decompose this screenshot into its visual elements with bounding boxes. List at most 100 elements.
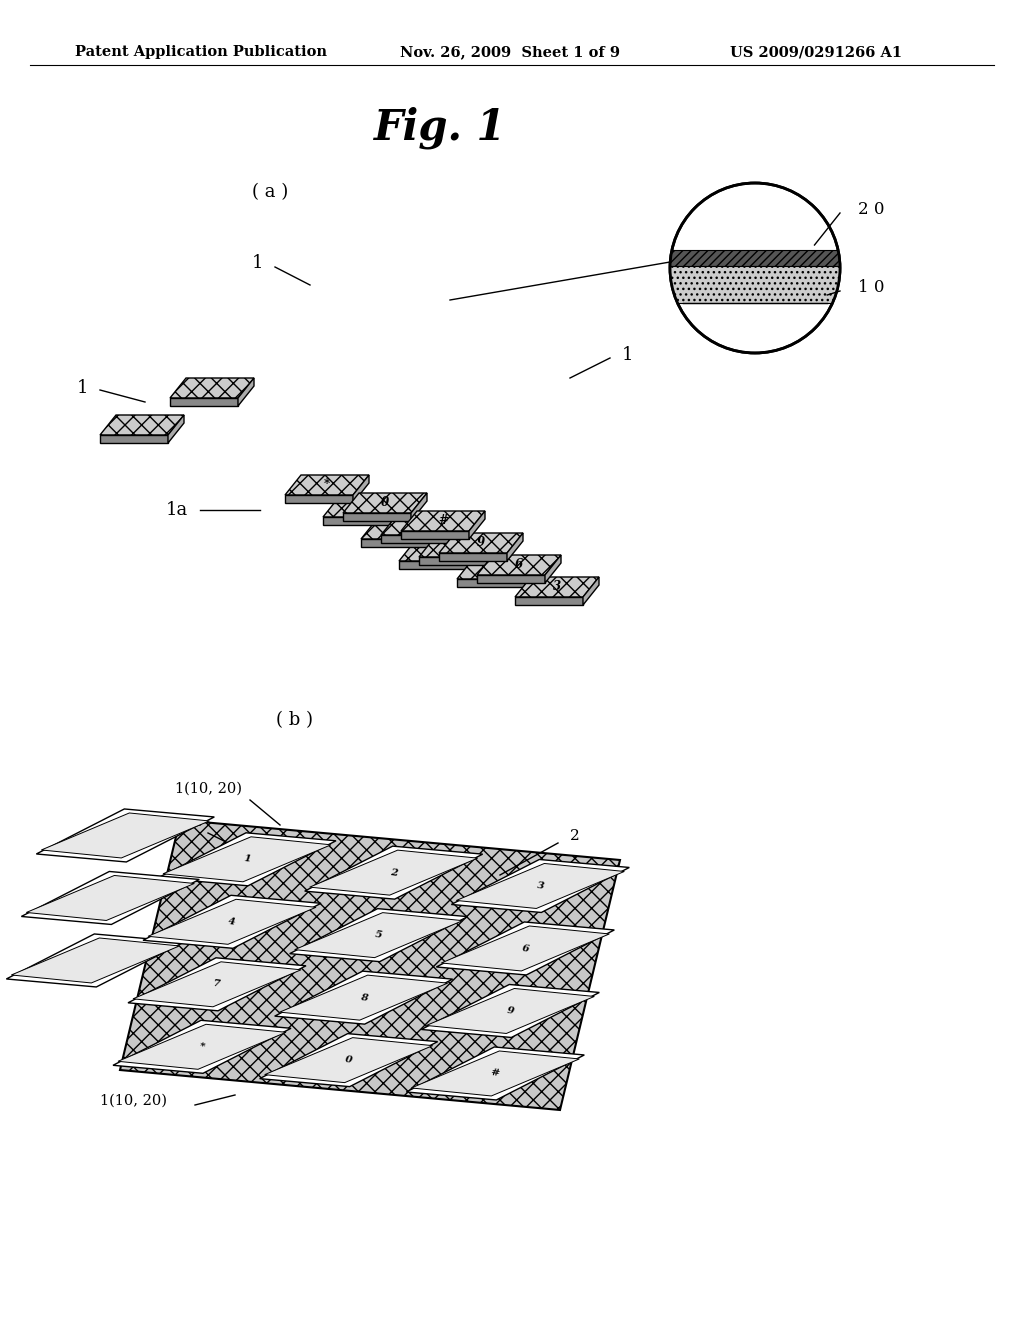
Text: #: # [490,1068,500,1078]
Text: 1(10, 20): 1(10, 20) [100,1094,167,1107]
Polygon shape [452,859,630,912]
Text: 1: 1 [437,544,445,557]
Polygon shape [285,475,369,495]
Text: 1(10, 20): 1(10, 20) [175,781,242,796]
Text: 5: 5 [375,931,383,940]
Polygon shape [36,809,214,862]
Polygon shape [467,541,483,569]
Polygon shape [419,557,487,565]
Text: #: # [438,515,447,528]
Polygon shape [170,399,238,407]
Text: ( b ): ( b ) [276,711,313,729]
Text: Fig. 1: Fig. 1 [374,107,506,149]
Polygon shape [411,492,427,521]
Text: Patent Application Publication: Patent Application Publication [75,45,327,59]
Text: 0: 0 [345,1055,352,1065]
Text: 1 0: 1 0 [858,280,885,297]
Text: 1a: 1a [166,502,188,519]
Polygon shape [238,378,254,407]
Polygon shape [381,535,449,543]
Polygon shape [449,515,465,543]
Text: 2: 2 [389,867,397,878]
Polygon shape [399,541,483,561]
Polygon shape [477,576,545,583]
Polygon shape [158,833,336,886]
Polygon shape [264,1038,433,1082]
Polygon shape [381,515,465,535]
Text: 5: 5 [457,540,465,553]
Polygon shape [401,511,485,531]
Polygon shape [407,1047,585,1100]
Polygon shape [27,875,195,920]
Polygon shape [525,558,541,587]
Polygon shape [441,925,609,972]
Polygon shape [128,958,306,1011]
Text: 8: 8 [359,993,368,1002]
Polygon shape [361,519,445,539]
Polygon shape [41,813,209,858]
Polygon shape [457,579,525,587]
Polygon shape [469,511,485,539]
Polygon shape [515,577,599,597]
Text: 0: 0 [381,496,389,510]
Polygon shape [118,1024,286,1069]
Text: 2 0: 2 0 [858,202,885,219]
Polygon shape [309,850,477,895]
Polygon shape [429,519,445,546]
Text: 1: 1 [77,379,88,397]
Polygon shape [295,912,463,957]
Polygon shape [148,899,316,944]
Polygon shape [412,1051,580,1096]
Text: 20: 20 [185,814,204,829]
Polygon shape [545,554,561,583]
Polygon shape [361,539,429,546]
Text: 2: 2 [495,562,503,576]
Text: 1: 1 [243,854,251,865]
Polygon shape [436,921,614,975]
Polygon shape [353,475,369,503]
Polygon shape [6,935,184,987]
Text: 7: 7 [360,500,369,513]
Polygon shape [120,820,620,1110]
Polygon shape [515,597,583,605]
Polygon shape [419,537,503,557]
Polygon shape [439,553,507,561]
Polygon shape [670,267,840,304]
Polygon shape [11,939,179,983]
Polygon shape [670,249,840,267]
Text: 1: 1 [252,253,263,272]
Text: 4: 4 [228,917,237,927]
Text: 3: 3 [553,581,561,594]
Text: *: * [199,1041,205,1052]
Text: 9: 9 [506,1006,514,1016]
Text: Nov. 26, 2009  Sheet 1 of 9: Nov. 26, 2009 Sheet 1 of 9 [400,45,620,59]
Text: 6: 6 [521,944,529,953]
Text: US 2009/0291266 A1: US 2009/0291266 A1 [730,45,902,59]
Polygon shape [457,558,541,579]
Polygon shape [168,414,184,444]
Polygon shape [100,414,184,436]
Polygon shape [421,985,599,1038]
Polygon shape [457,863,625,908]
Text: 4: 4 [399,523,408,536]
Polygon shape [439,533,523,553]
Polygon shape [305,846,482,899]
Polygon shape [401,531,469,539]
Text: 9: 9 [477,536,485,549]
Polygon shape [22,871,200,924]
Polygon shape [260,1034,437,1086]
Polygon shape [323,517,391,525]
Polygon shape [343,492,427,513]
Text: *: * [324,479,330,491]
Polygon shape [583,577,599,605]
Polygon shape [323,498,407,517]
Polygon shape [280,975,447,1020]
Text: 8: 8 [419,519,427,532]
Polygon shape [285,495,353,503]
Polygon shape [143,895,321,948]
Polygon shape [391,498,407,525]
Text: 6: 6 [515,558,523,572]
Polygon shape [274,972,453,1024]
Polygon shape [100,436,168,444]
Polygon shape [477,554,561,576]
